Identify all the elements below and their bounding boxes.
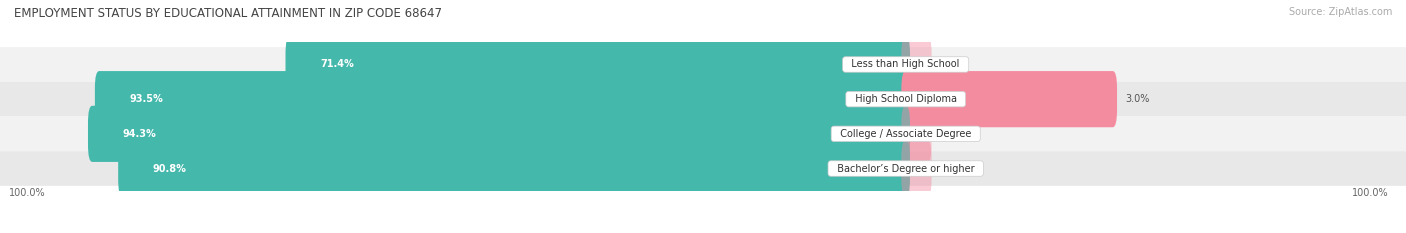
FancyBboxPatch shape <box>285 36 910 93</box>
FancyBboxPatch shape <box>0 116 1406 151</box>
Text: High School Diploma: High School Diploma <box>849 94 963 104</box>
Text: 0.0%: 0.0% <box>941 59 965 69</box>
Text: 3.0%: 3.0% <box>1126 94 1150 104</box>
Text: Source: ZipAtlas.com: Source: ZipAtlas.com <box>1288 7 1392 17</box>
Text: 100.0%: 100.0% <box>8 188 45 199</box>
FancyBboxPatch shape <box>118 140 910 197</box>
FancyBboxPatch shape <box>0 82 1406 116</box>
FancyBboxPatch shape <box>0 151 1406 186</box>
Text: 94.3%: 94.3% <box>122 129 156 139</box>
Text: 0.0%: 0.0% <box>941 164 965 174</box>
Text: EMPLOYMENT STATUS BY EDUCATIONAL ATTAINMENT IN ZIP CODE 68647: EMPLOYMENT STATUS BY EDUCATIONAL ATTAINM… <box>14 7 441 20</box>
FancyBboxPatch shape <box>901 140 932 197</box>
Text: 71.4%: 71.4% <box>321 59 354 69</box>
FancyBboxPatch shape <box>901 36 932 93</box>
FancyBboxPatch shape <box>901 106 932 162</box>
Text: Less than High School: Less than High School <box>845 59 966 69</box>
Text: 93.5%: 93.5% <box>129 94 163 104</box>
FancyBboxPatch shape <box>901 71 1116 127</box>
Text: College / Associate Degree: College / Associate Degree <box>834 129 977 139</box>
Text: Bachelor’s Degree or higher: Bachelor’s Degree or higher <box>831 164 980 174</box>
Text: 100.0%: 100.0% <box>1353 188 1389 199</box>
FancyBboxPatch shape <box>94 71 910 127</box>
Text: 0.0%: 0.0% <box>941 129 965 139</box>
Text: 90.8%: 90.8% <box>153 164 187 174</box>
FancyBboxPatch shape <box>89 106 910 162</box>
FancyBboxPatch shape <box>0 47 1406 82</box>
